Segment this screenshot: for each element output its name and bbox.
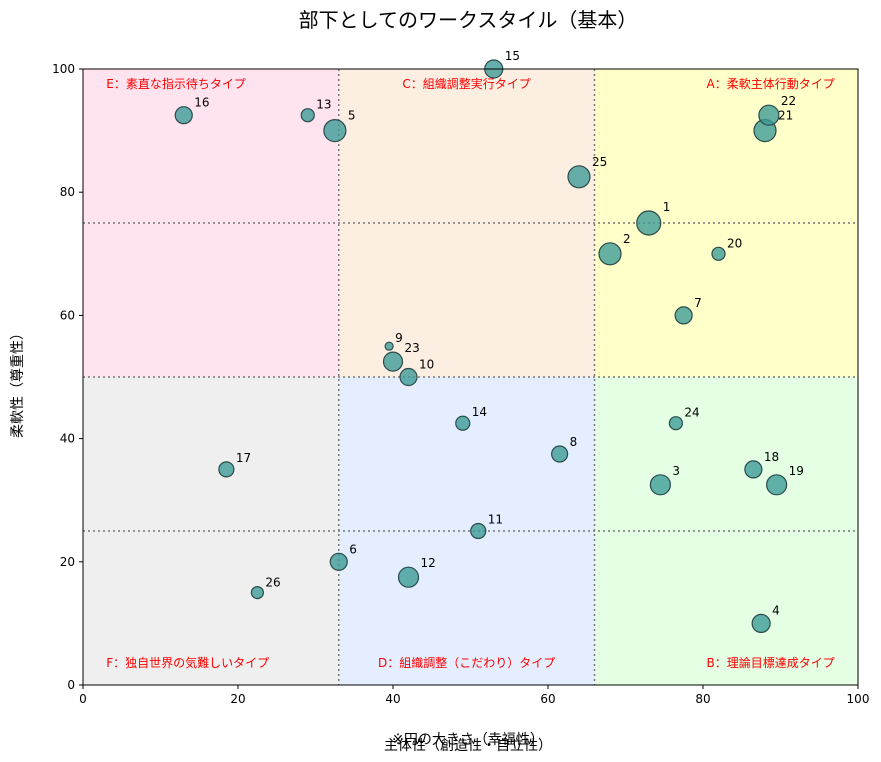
data-point xyxy=(250,585,264,600)
data-point xyxy=(455,415,471,431)
data-point xyxy=(384,341,394,351)
x-axis-ticks: 0 20 40 60 80 100 xyxy=(79,685,869,706)
region-label: F：独自世界の気難しいタイプ xyxy=(106,655,269,670)
data-point-label: 7 xyxy=(694,296,702,310)
data-point-label: 1 xyxy=(663,200,671,214)
data-point xyxy=(744,460,763,479)
data-point xyxy=(174,106,193,125)
data-point-label: 2 xyxy=(623,232,631,246)
y-axis-ticks: 0 20 40 60 80 100 xyxy=(52,62,83,692)
data-point-label: 21 xyxy=(778,109,793,123)
data-point-label: 6 xyxy=(349,542,357,556)
data-point xyxy=(397,566,420,588)
x-tick-label: 0 xyxy=(79,692,87,706)
data-point-label: 16 xyxy=(194,96,209,110)
data-point-label: 10 xyxy=(419,358,434,372)
x-tick-label: 40 xyxy=(385,692,400,706)
data-point-label: 24 xyxy=(684,406,699,420)
data-point-label: 4 xyxy=(772,603,780,617)
data-point xyxy=(399,367,418,387)
x-tick-label: 100 xyxy=(847,692,870,706)
data-point-label: 14 xyxy=(472,405,487,419)
region-label: E：素直な指示待ちタイプ xyxy=(106,76,246,91)
data-point xyxy=(674,306,693,325)
chart-title: 部下としてのワークスタイル（基本） xyxy=(299,8,638,32)
data-point-label: 5 xyxy=(348,109,356,123)
data-point xyxy=(551,445,569,463)
y-tick-label: 40 xyxy=(60,432,75,446)
data-point-label: 25 xyxy=(592,155,607,169)
data-point xyxy=(751,613,771,634)
data-point-label: 18 xyxy=(764,450,779,464)
data-point-label: 13 xyxy=(316,98,331,112)
data-point xyxy=(766,474,788,496)
region-background xyxy=(338,69,595,377)
y-tick-label: 100 xyxy=(52,62,75,76)
x-tick-label: 80 xyxy=(695,692,710,706)
data-point xyxy=(758,104,780,126)
data-point xyxy=(323,119,347,143)
data-point xyxy=(636,210,662,236)
data-point xyxy=(329,552,348,571)
region-label: C：組織調整実行タイプ xyxy=(402,76,530,91)
data-point-label: 23 xyxy=(405,341,420,355)
data-point-label: 11 xyxy=(488,513,503,527)
data-point-label: 20 xyxy=(727,236,742,250)
y-axis-label: 柔軟性（尊重性） xyxy=(9,326,26,438)
y-tick-label: 60 xyxy=(60,308,75,322)
y-tick-label: 80 xyxy=(60,185,75,199)
data-point xyxy=(218,461,235,478)
data-point-label: 15 xyxy=(505,49,520,63)
data-points xyxy=(174,59,788,634)
data-point-label: 9 xyxy=(395,331,403,345)
divider-lines xyxy=(83,69,858,685)
data-point xyxy=(598,242,622,266)
data-point xyxy=(300,108,315,123)
data-point-label: 19 xyxy=(789,464,804,478)
region-background xyxy=(83,377,339,685)
data-point-label: 3 xyxy=(672,464,680,478)
y-tick-label: 0 xyxy=(67,678,75,692)
data-point xyxy=(668,416,683,431)
plot-frame xyxy=(82,68,859,686)
data-point xyxy=(382,351,404,372)
region-labels: E：素直な指示待ちタイプ C：組織調整実行タイプ A：柔軟主体行動タイプ F：独自世界… xyxy=(106,76,835,670)
data-point xyxy=(711,246,726,261)
data-point-label: 8 xyxy=(570,435,578,449)
region-label: A：柔軟主体行動タイプ xyxy=(707,76,835,91)
x-tick-label: 60 xyxy=(540,692,555,706)
data-point-label: 22 xyxy=(781,94,796,108)
region-background xyxy=(83,69,339,377)
data-point-label: 26 xyxy=(265,576,280,590)
data-point xyxy=(470,522,487,540)
y-tick-label: 20 xyxy=(60,555,75,569)
data-point xyxy=(649,474,671,496)
region-label: D：組織調整（こだわり）タイプ xyxy=(378,655,555,670)
x-axis-label: 主体性（創造性・自立性） xyxy=(384,738,552,754)
region-label: B：理論目標達成タイプ xyxy=(707,655,835,670)
data-point-label: 12 xyxy=(421,556,436,570)
size-note: ※円の大きさ（幸福性） xyxy=(392,732,544,748)
data-point-label: 17 xyxy=(236,451,251,465)
x-tick-label: 20 xyxy=(230,692,245,706)
data-point xyxy=(567,165,591,189)
